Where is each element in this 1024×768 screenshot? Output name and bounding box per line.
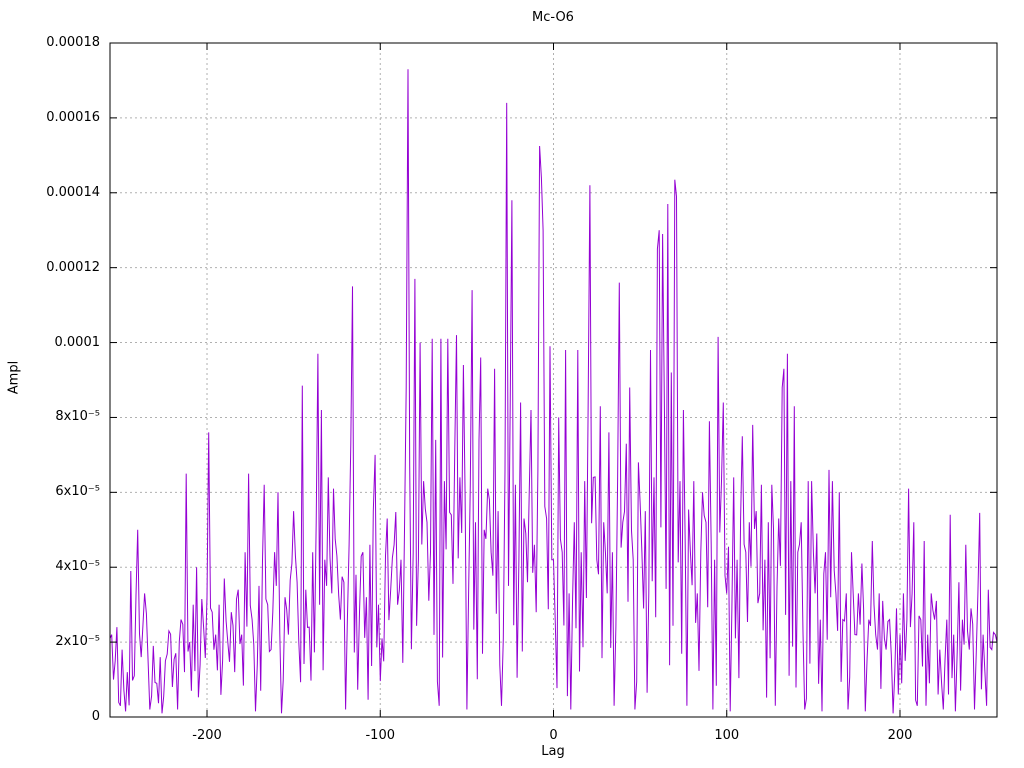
chart-title: Mc-O6: [532, 10, 574, 25]
x-tick-label: -200: [192, 728, 222, 743]
y-tick-label: 0.00012: [46, 259, 100, 275]
y-tick-label: 0.0001: [54, 334, 101, 350]
y-tick-label: 2x10⁻⁵: [55, 634, 100, 650]
y-tick-label: 4x10⁻⁵: [55, 559, 100, 575]
x-tick-label: 200: [887, 728, 913, 743]
y-tick-label: 6x10⁻⁵: [55, 484, 100, 500]
x-axis-label: Lag: [541, 744, 565, 759]
x-tick-label: 0: [549, 728, 558, 743]
x-tick-label: 100: [714, 728, 740, 743]
y-tick-label: 0.00016: [46, 109, 100, 125]
y-tick-label: 0.00014: [46, 184, 100, 200]
x-tick-label: -100: [365, 728, 395, 743]
y-tick-label: 0: [91, 709, 100, 724]
y-tick-label: 0.00018: [46, 35, 100, 50]
y-tick-label: 8x10⁻⁵: [55, 409, 100, 425]
series-line: [109, 69, 998, 714]
